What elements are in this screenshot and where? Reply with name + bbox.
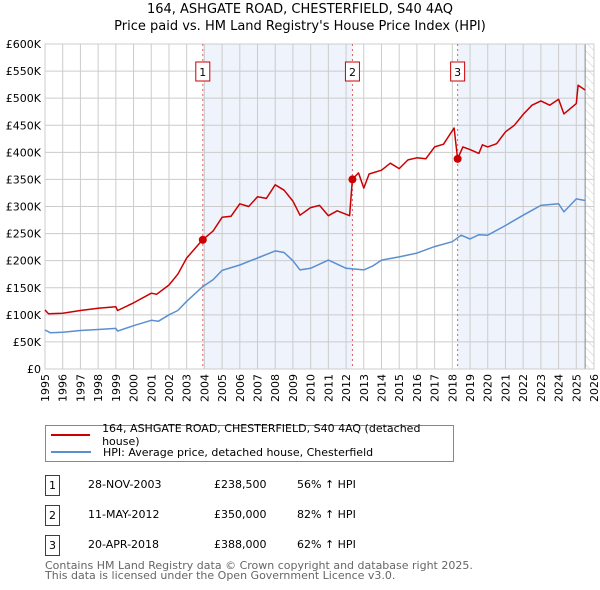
plot-border	[44, 43, 595, 370]
y-tick-label: £0	[27, 363, 41, 376]
y-tick-label: £150K	[6, 282, 42, 295]
y-tick-label: £250K	[6, 228, 42, 241]
legend: 164, ASHGATE ROAD, CHESTERFIELD, S40 4AQ…	[45, 422, 454, 462]
sale-label-number: 2	[349, 66, 356, 79]
legend-item-hpi: HPI: Average price, detached house, Ches…	[46, 444, 373, 460]
x-tick-label: 2018	[446, 374, 459, 402]
x-tick-label: 2009	[287, 374, 300, 402]
x-tick-label: 2015	[393, 374, 406, 402]
x-tick-label: 2019	[464, 374, 477, 402]
x-tick-label: 1999	[110, 374, 123, 402]
sale-label-box-border	[450, 61, 466, 82]
sale-label-box: 1	[195, 61, 211, 82]
chart-subtitle: Price paid vs. HM Land Registry's House …	[114, 19, 486, 34]
x-tick-label: 2006	[234, 374, 247, 402]
x-tick-label: 2026	[588, 374, 600, 402]
transaction-price: £238,500	[214, 478, 267, 491]
transaction-number-badge: 1	[45, 475, 60, 496]
x-tick-label: 2002	[163, 374, 176, 402]
x-tick-label: 2022	[517, 374, 530, 402]
footer-copyright: Contains HM Land Registry data © Crown c…	[45, 559, 473, 572]
x-tick-label: 2025	[570, 374, 583, 402]
y-tick-label: £400K	[6, 146, 42, 159]
sale-point-marker	[348, 175, 357, 184]
y-tick-label: £450K	[6, 119, 42, 132]
x-tick-label: 2017	[429, 374, 442, 402]
sale-label-box: 2	[344, 61, 360, 82]
y-tick-label: £350K	[6, 173, 42, 186]
transaction-date: 28-NOV-2003	[88, 478, 162, 491]
y-tick-label: £550K	[6, 65, 42, 78]
x-tick-label: 2013	[358, 374, 371, 402]
sale-label-number: 1	[199, 66, 206, 79]
footer-licence: This data is licensed under the Open Gov…	[45, 569, 396, 582]
hpi-line	[44, 198, 586, 334]
transaction-date: 20-APR-2018	[88, 538, 160, 551]
transaction-hpi-change: 82% ↑ HPI	[297, 508, 356, 521]
chart-title: 164, ASHGATE ROAD, CHESTERFIELD, S40 4AQ	[146, 2, 454, 17]
x-tick-label: 2008	[269, 374, 282, 402]
transaction-hpi-change: 62% ↑ HPI	[297, 538, 356, 551]
x-tick-label: 2012	[340, 374, 353, 402]
transaction-number-badge: 2	[45, 505, 60, 526]
sale-label-box-border	[344, 61, 360, 82]
sale-label-number: 3	[454, 66, 461, 79]
transaction-number-badge: 3	[45, 535, 60, 556]
x-tick-label: 2001	[145, 374, 158, 402]
x-tick-label: 2014	[375, 374, 388, 402]
legend-label-hpi: HPI: Average price, detached house, Ches…	[103, 445, 374, 459]
y-tick-label: £500K	[6, 92, 42, 105]
x-tick-label: 2004	[198, 374, 211, 402]
x-tick-label: 2021	[499, 374, 512, 402]
x-tick-label: 1996	[57, 374, 70, 402]
x-tick-label: 2000	[128, 374, 141, 402]
x-tick-label: 2007	[252, 374, 265, 402]
x-tick-label: 2010	[305, 374, 318, 402]
transaction-price: £350,000	[214, 508, 267, 521]
x-tick-label: 2011	[322, 374, 335, 402]
transaction-price: £388,000	[214, 538, 267, 551]
x-tick-label: 2016	[411, 374, 424, 402]
sale-point-marker	[198, 235, 207, 244]
price-chart: 1995 1996 1997 1998 1999 2000 2001 2002 2003 2004…	[6, 38, 600, 402]
sale-point-marker	[453, 154, 462, 163]
x-tick-label: 2023	[535, 374, 548, 402]
legend-swatch-hpi	[51, 451, 91, 453]
x-tick-label: 1998	[92, 374, 105, 402]
y-tick-label: £50K	[13, 336, 42, 349]
y-tick-label: £300K	[6, 201, 42, 214]
legend-swatch-property	[51, 434, 91, 436]
y-tick-label: £100K	[6, 309, 42, 322]
y-tick-label: £600K	[6, 38, 42, 51]
x-tick-label: 1995	[39, 374, 52, 402]
legend-item-property: 164, ASHGATE ROAD, CHESTERFIELD, S40 4AQ…	[46, 422, 453, 448]
x-tick-label: 2020	[482, 374, 495, 402]
x-tick-label: 2024	[553, 374, 566, 402]
x-tick-label: 2005	[216, 374, 229, 402]
transaction-date: 11-MAY-2012	[88, 508, 160, 521]
x-tick-label: 1997	[74, 374, 87, 402]
legend-label-property: 164, ASHGATE ROAD, CHESTERFIELD, S40 4AQ…	[102, 422, 421, 448]
sale-label-box: 3	[450, 61, 466, 82]
x-tick-label: 2003	[181, 374, 194, 402]
y-tick-label: £200K	[6, 255, 42, 268]
sale-label-box-border	[195, 61, 211, 82]
transaction-hpi-change: 56% ↑ HPI	[297, 478, 356, 491]
